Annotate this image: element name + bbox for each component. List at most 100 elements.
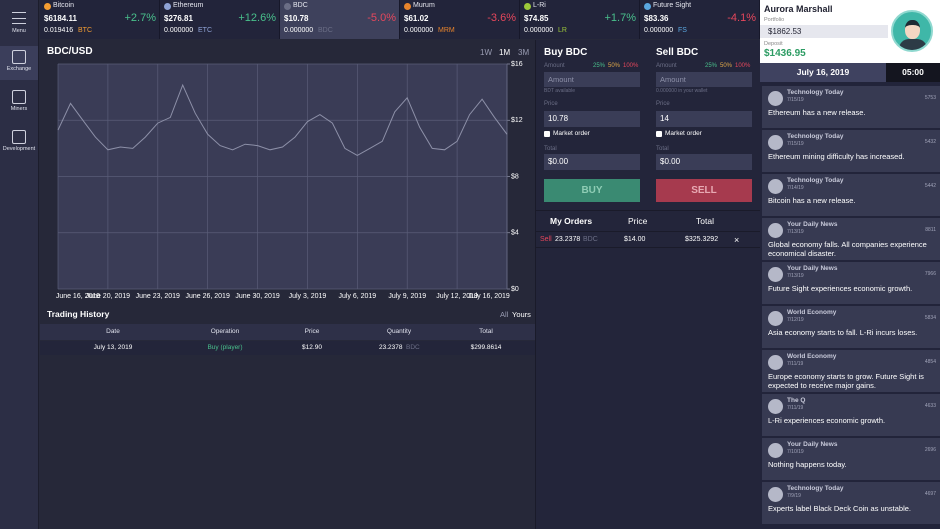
ticker-change: +12.6%: [238, 12, 276, 24]
price-input[interactable]: 14: [656, 111, 752, 127]
news-text: Future Sight experiences economic growth…: [768, 284, 913, 293]
ticker-icon: [644, 3, 651, 10]
sidebar-icon: [12, 12, 26, 24]
ticker-change: +1.7%: [604, 12, 637, 24]
history-header: [40, 324, 535, 340]
news-item[interactable]: World Economy 7/12/19 5834 Asia economy sta…: [762, 306, 940, 348]
sidebar-item[interactable]: Menu: [0, 6, 38, 40]
news-date: 7/15/19: [787, 97, 804, 103]
ticker-holding: 0.000000: [284, 27, 314, 34]
ticker-symbol: BDC: [318, 27, 333, 34]
x-tick-label: July 12, 2019: [436, 293, 478, 300]
ticker-name: Future Sight: [653, 2, 692, 9]
order-quantity: 23.2378: [555, 236, 581, 243]
ticker-symbol: LR: [558, 27, 567, 34]
news-item[interactable]: World Economy 7/11/19 4854 Europe economy s…: [762, 350, 940, 392]
range-button[interactable]: 1M: [499, 48, 511, 57]
price-input[interactable]: 10.78: [544, 111, 640, 127]
x-tick-label: June 23, 2019: [136, 293, 180, 300]
ticker[interactable]: Future Sight $83.36 -4.1% 0.000000 FS: [640, 0, 760, 39]
ticker[interactable]: BDC $10.78 -5.0% 0.000000 BDC: [280, 0, 400, 39]
ticker-holding: 0.019416: [44, 27, 74, 34]
market-checkbox[interactable]: [656, 131, 662, 137]
buy-button[interactable]: BUY: [544, 179, 640, 202]
news-item[interactable]: Technology Today 7/14/19 5442 Bitcoin has a…: [762, 174, 940, 216]
sidebar-item[interactable]: Exchange: [0, 46, 38, 80]
history-filter[interactable]: Yours: [512, 310, 531, 319]
news-source: Technology Today: [787, 177, 844, 184]
range-button[interactable]: 1W: [480, 48, 492, 57]
news-date: 7/14/19: [787, 185, 804, 191]
percent-button[interactable]: 50%: [608, 63, 621, 69]
percent-button[interactable]: 50%: [720, 63, 733, 69]
percent-button[interactable]: 25%: [705, 63, 718, 69]
sidebar-item[interactable]: Miners: [0, 86, 38, 120]
ticker-symbol: MRM: [438, 27, 455, 34]
history-column: Total: [479, 328, 493, 335]
total-input[interactable]: $0.00: [656, 154, 752, 170]
news-count: 5834: [924, 315, 936, 321]
news-item[interactable]: Your Daily News 7/13/19 8811 Global economy…: [762, 218, 940, 260]
ticker-name: Murum: [413, 2, 435, 9]
avatar[interactable]: [891, 10, 933, 52]
news-item[interactable]: Technology Today 7/15/19 5753 Ethereum has …: [762, 86, 940, 128]
ticker-price: $276.81: [164, 14, 193, 23]
total-label: Total: [544, 146, 557, 152]
ticker-price: $10.78: [284, 14, 309, 23]
ticker[interactable]: Ethereum $276.81 +12.6% 0.000000 ETC: [160, 0, 280, 39]
order-price: $14.00: [624, 236, 646, 243]
history-quantity: 23.2378: [379, 344, 403, 351]
ticker-change: -3.6%: [487, 12, 516, 24]
amount-input[interactable]: Amount: [656, 72, 752, 87]
trade-title: Buy BDC: [544, 47, 588, 58]
sell-button[interactable]: SELL: [656, 179, 752, 202]
amount-label: Amount: [656, 63, 677, 69]
news-count: 4633: [924, 403, 936, 409]
range-button[interactable]: 3M: [518, 48, 530, 57]
amount-input[interactable]: Amount: [544, 72, 640, 87]
ticker[interactable]: Murum $61.02 -3.6% 0.000000 MRM: [400, 0, 520, 39]
amount-label: Amount: [544, 63, 565, 69]
news-source: World Economy: [787, 309, 837, 316]
ticker-change: -4.1%: [727, 12, 756, 24]
ticker[interactable]: L-Ri $74.85 +1.7% 0.000000 LR: [520, 0, 640, 39]
percent-button[interactable]: 25%: [593, 63, 606, 69]
amount-note: 0.000000 in your wallet: [656, 88, 708, 94]
order-cancel[interactable]: ×: [734, 235, 740, 245]
news-item[interactable]: Technology Today 7/9/19 4697 Experts label …: [762, 482, 940, 524]
news-text: Europe economy starts to grow. Future Si…: [768, 372, 924, 390]
history-title: Trading History: [47, 309, 110, 319]
clock-date: July 16, 2019: [760, 63, 886, 82]
ticker[interactable]: Bitcoin $6184.11 +2.7% 0.019416 BTC: [40, 0, 160, 39]
history-column: Quantity: [386, 328, 412, 335]
history-column: Date: [106, 328, 120, 335]
news-text: Experts label Black Deck Coin as unstabl…: [768, 504, 911, 513]
news-source: Technology Today: [787, 133, 844, 140]
news-count: 2696: [924, 447, 936, 453]
sidebar-item[interactable]: Development: [0, 126, 38, 160]
news-date: 7/13/19: [787, 229, 804, 235]
ticker-symbol: ETC: [198, 27, 212, 34]
news-item[interactable]: Your Daily News 7/10/19 2696 Nothing happen…: [762, 438, 940, 480]
ticker-icon: [524, 3, 531, 10]
news-item[interactable]: Technology Today 7/15/19 5432 Ethereum mini…: [762, 130, 940, 172]
news-date: 7/9/19: [787, 493, 801, 499]
order-divider: [536, 247, 760, 248]
ticker-name: Bitcoin: [53, 2, 75, 9]
chart-title: BDC/USD: [47, 46, 93, 57]
news-item[interactable]: Your Daily News 7/13/19 7966 Future Sight e…: [762, 262, 940, 304]
ticker-change: +2.7%: [124, 12, 157, 24]
sidebar-icon: [12, 50, 26, 64]
market-checkbox[interactable]: [544, 131, 550, 137]
percent-button[interactable]: 100%: [735, 63, 751, 69]
news-avatar: [768, 399, 783, 414]
ticker-price: $74.85: [524, 14, 549, 23]
amount-placeholder: Amount: [548, 75, 574, 84]
news-item[interactable]: The Q 7/11/19 4633 L-Ri experiences economi…: [762, 394, 940, 436]
total-input[interactable]: $0.00: [544, 154, 640, 170]
history-filter[interactable]: All: [500, 310, 509, 319]
history-operation: Buy (player): [207, 344, 243, 351]
x-tick-label: June 16, 2019: [56, 293, 100, 300]
ticker-change: -5.0%: [367, 12, 396, 24]
percent-button[interactable]: 100%: [623, 63, 639, 69]
